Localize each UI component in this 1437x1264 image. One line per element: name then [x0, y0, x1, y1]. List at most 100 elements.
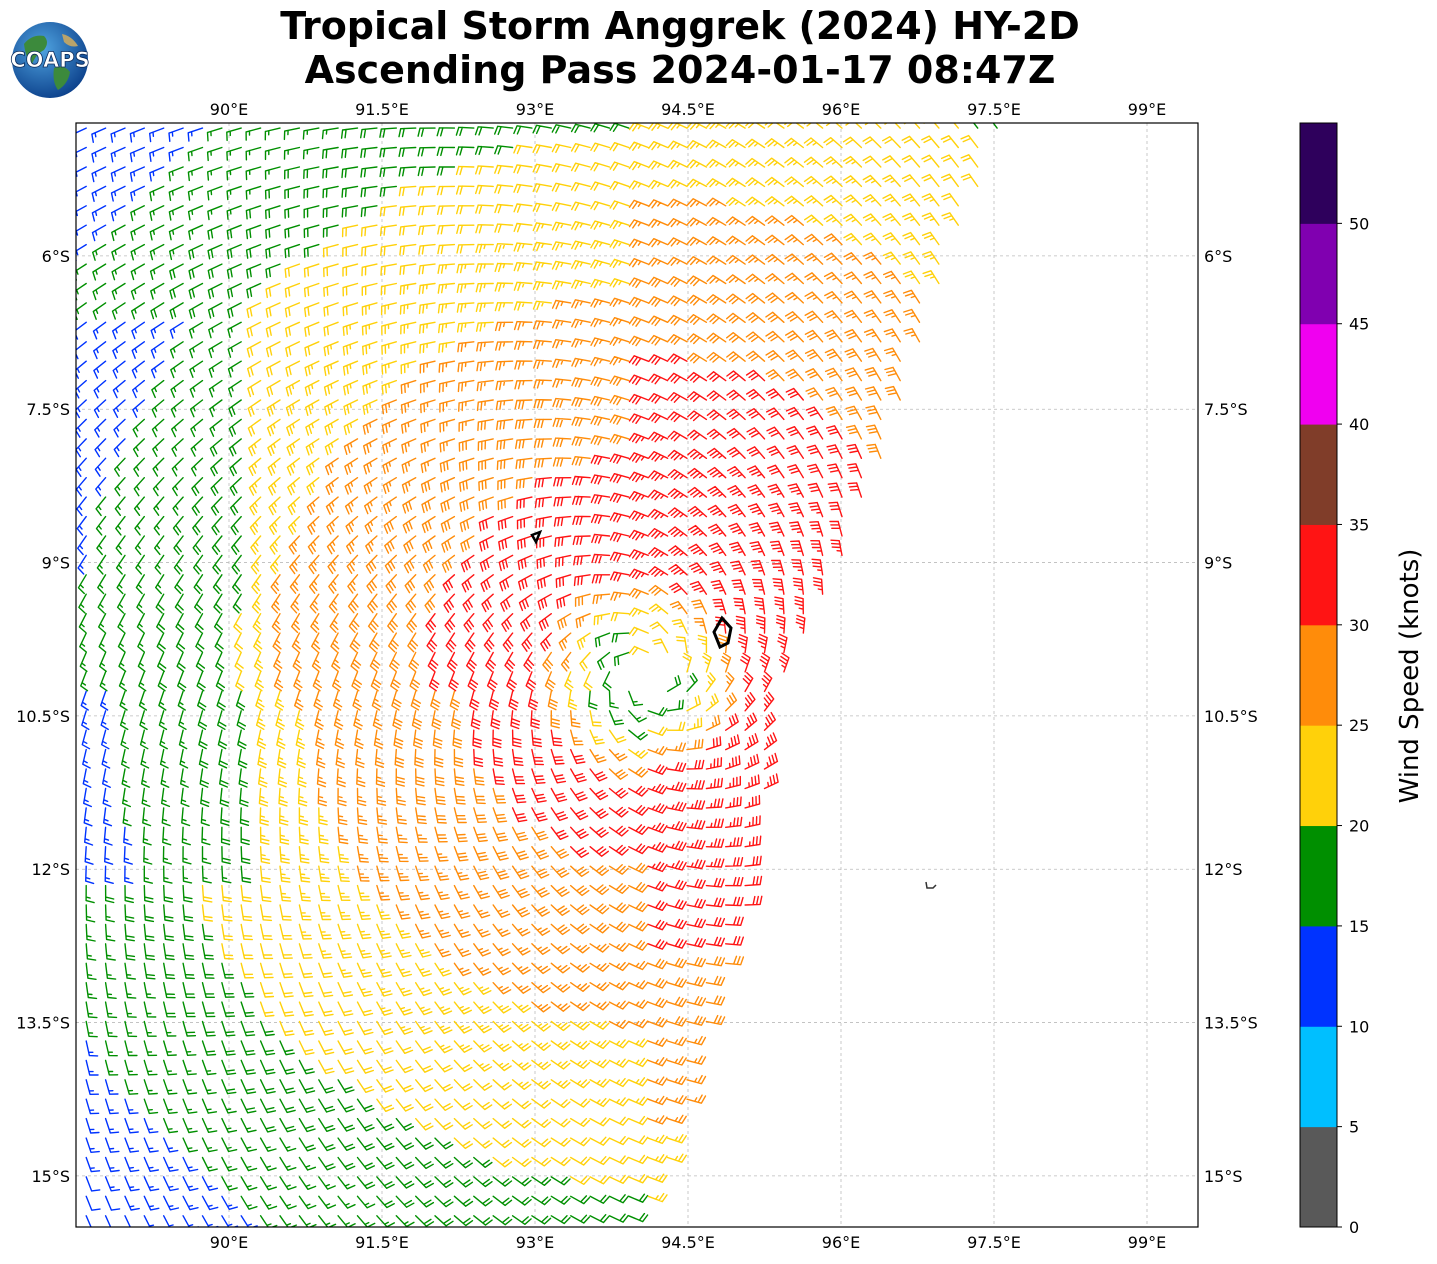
wind-barb [362, 341, 378, 356]
wind-barb [213, 593, 223, 614]
wind-barb [289, 554, 301, 575]
wind-barb [473, 923, 491, 938]
wind-barb [647, 842, 668, 853]
wind-barb [531, 826, 549, 841]
wind-barb [589, 1059, 610, 1069]
wind-barb [647, 1016, 668, 1028]
wind-barb [373, 729, 384, 749]
wind-barb [102, 768, 111, 788]
wind-barb [356, 1156, 375, 1170]
wind-barb [395, 1059, 414, 1074]
wind-barb [210, 496, 223, 516]
wind-barb [533, 418, 552, 429]
wind-barb [177, 671, 187, 692]
wind-barb [428, 671, 440, 692]
wind-barb [785, 368, 804, 382]
wind-barb [686, 937, 706, 948]
wind-barb [824, 329, 843, 343]
wind-barb [188, 263, 204, 280]
wind-barb [843, 194, 863, 207]
wind-barb [437, 282, 456, 294]
wind-barb [399, 224, 417, 236]
wind-barb [441, 554, 456, 573]
wind-barb [237, 748, 248, 769]
wind-barb [823, 194, 843, 207]
wind-barb [199, 768, 209, 788]
wind-barb [419, 360, 436, 374]
wind-barb [705, 736, 722, 751]
wind-barb [686, 159, 708, 169]
wind-barb [453, 1156, 473, 1169]
wind-barb [420, 418, 436, 434]
wind-barb [284, 302, 301, 318]
wind-barb [100, 690, 109, 711]
wind-barb [463, 613, 475, 633]
wind-barb [686, 898, 706, 909]
wind-barb [392, 710, 403, 730]
wind-barb [168, 185, 184, 201]
colorbar-label: Wind Speed (knots) [1395, 549, 1425, 804]
wind-barb [514, 399, 533, 410]
wind-barb [903, 308, 921, 323]
wind-barb [666, 879, 687, 891]
wind-barb [647, 822, 668, 834]
wind-barb [589, 922, 610, 934]
wind-barb [628, 729, 648, 741]
wind-barb [686, 799, 706, 810]
wind-barb [440, 496, 456, 513]
wind-barb [744, 733, 759, 751]
wind-barb [438, 360, 456, 373]
wind-barb [337, 1195, 356, 1209]
lon-tick-label-top: 97.5°E [967, 100, 1021, 119]
wind-barb [85, 1059, 99, 1076]
wind-barb [195, 632, 205, 653]
wind-barb [401, 418, 417, 434]
wind-barb [240, 982, 255, 998]
wind-barb [883, 328, 901, 343]
wind-barb [827, 463, 843, 479]
wind-barb [513, 183, 533, 194]
wind-barb [589, 1156, 610, 1166]
wind-barb [923, 123, 940, 129]
wind-barb [737, 633, 748, 654]
wind-barb [488, 690, 500, 711]
wind-barb [766, 407, 785, 421]
wind-barb [496, 457, 514, 471]
wind-barb [307, 535, 320, 555]
wind-barb [960, 154, 979, 168]
wind-barb [305, 418, 320, 436]
wind-barb [459, 477, 475, 492]
wind-barb [609, 180, 630, 191]
wind-barb [259, 1040, 276, 1056]
wind-barb [364, 515, 378, 535]
wind-barb [764, 123, 785, 129]
wind-barb [413, 729, 423, 749]
wind-barb [570, 865, 590, 877]
wind-barb [628, 141, 649, 151]
wind-barb [96, 535, 107, 556]
wind-barb [97, 574, 107, 595]
wind-barb [93, 379, 107, 399]
wind-barb [153, 496, 165, 516]
lat-tick-label-right: 12°S [1204, 860, 1243, 879]
wind-barb [453, 1079, 473, 1092]
wind-barb [311, 632, 321, 653]
wind-barb [143, 1117, 159, 1134]
wind-barb [628, 748, 649, 759]
wind-barb [342, 243, 359, 257]
wind-barb [201, 1001, 216, 1018]
wind-barb [376, 1001, 393, 1016]
wind-barb [812, 577, 824, 595]
wind-barb [318, 1059, 335, 1075]
wind-barb [570, 1079, 591, 1089]
wind-barb [78, 593, 87, 614]
wind-barb [182, 865, 193, 884]
wind-barb [381, 341, 397, 355]
wind-barb [395, 1117, 414, 1131]
wind-barb [453, 1215, 474, 1227]
wind-barb [652, 638, 669, 654]
wind-barb [453, 1020, 473, 1034]
wind-barb [707, 466, 727, 479]
wind-barb [385, 574, 397, 594]
wind-barb [785, 406, 804, 421]
